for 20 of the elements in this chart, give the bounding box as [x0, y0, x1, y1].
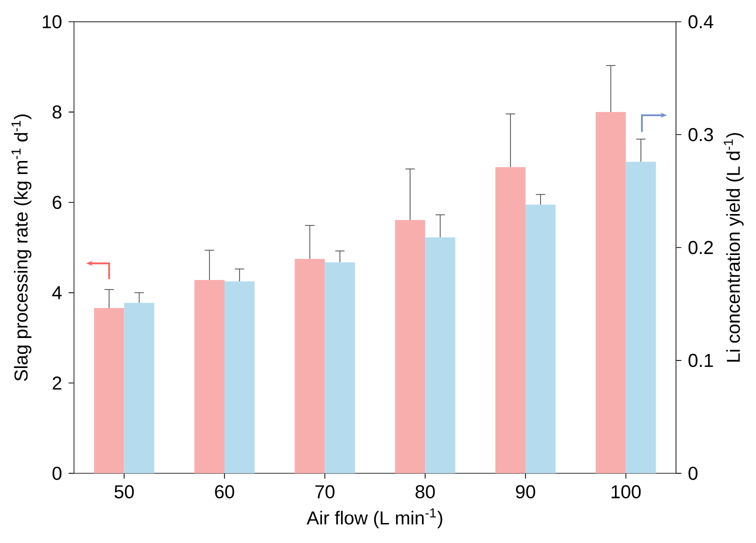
y-tick-label: 0 — [52, 466, 62, 480]
y2-tick-label: 0.3 — [688, 128, 713, 142]
y2-tick-label: 0.1 — [688, 354, 713, 368]
y-tick-label: 4 — [52, 286, 62, 300]
y2-tick-label: 0.2 — [688, 240, 713, 254]
x-tick-label: 80 — [416, 485, 435, 498]
x-tick-label: 90 — [516, 485, 536, 498]
y2-tick-label: 0 — [688, 466, 698, 480]
y2-tick-label: 0.4 — [688, 15, 714, 28]
y-tick-label: 6 — [52, 196, 62, 209]
y2-axis-title: Li concentration yield (L d$^{-1}$) — [724, 133, 744, 362]
x-tick-label: 70 — [315, 485, 334, 498]
x-axis-title: Air flow (L min$^{-1}$) — [306, 508, 442, 528]
y-axis-title: Slag processing rate (kg m$^{-1}$ d$^{-1}$) — [12, 114, 32, 381]
x-tick-label: 50 — [114, 485, 134, 498]
y-tick-label: 10 — [42, 15, 62, 28]
y-tick-label: 8 — [52, 105, 62, 119]
y-tick-label: 2 — [52, 376, 62, 390]
x-tick-label: 60 — [215, 485, 234, 498]
x-tick-label: 100 — [612, 485, 641, 498]
